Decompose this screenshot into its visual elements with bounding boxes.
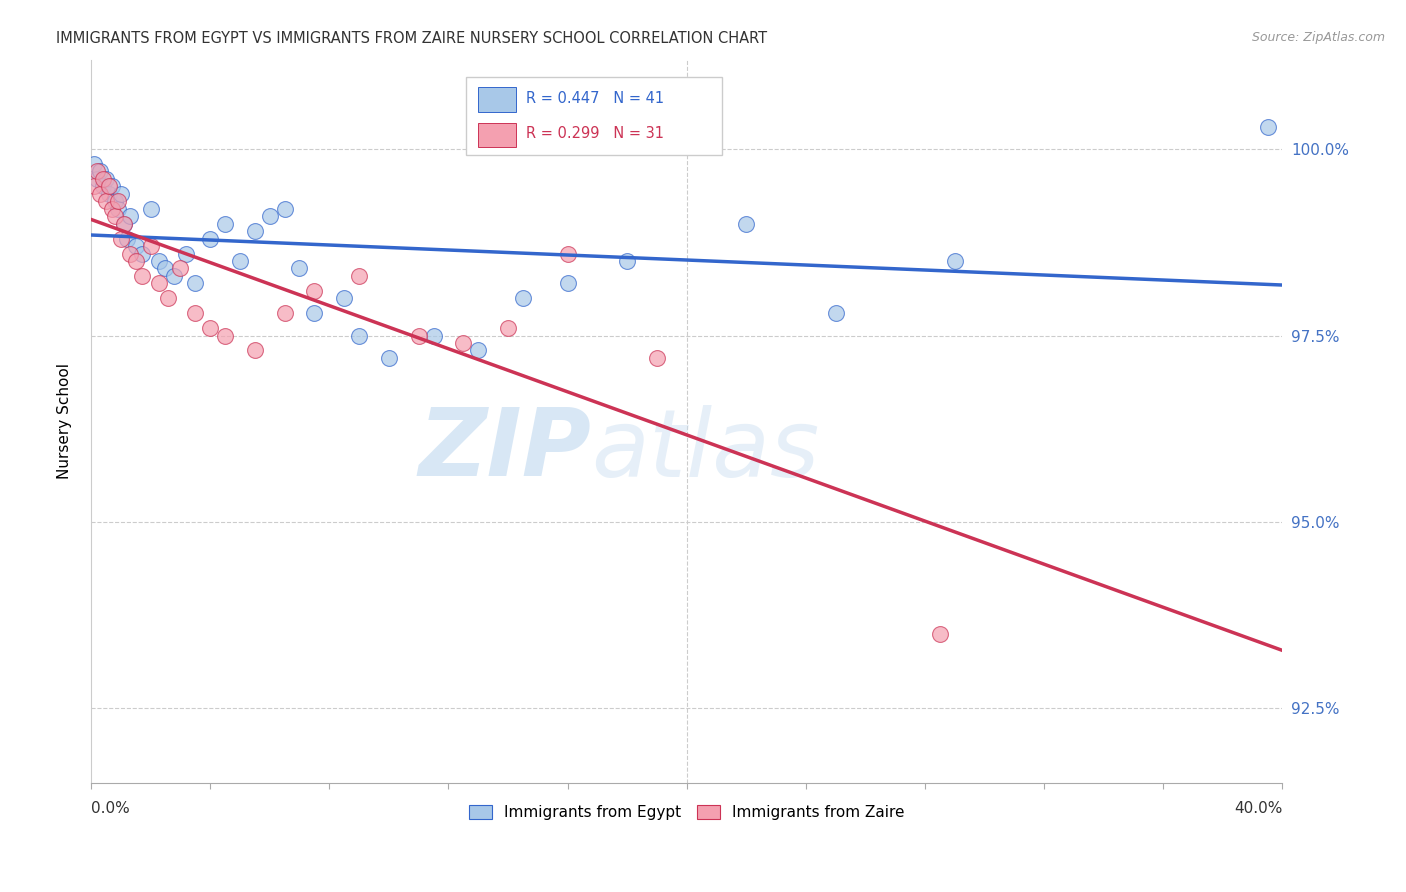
Point bbox=[735, 217, 758, 231]
Text: R = 0.447   N = 41: R = 0.447 N = 41 bbox=[526, 91, 664, 106]
Point bbox=[83, 157, 105, 171]
Point bbox=[174, 246, 197, 260]
Text: ZIP: ZIP bbox=[419, 404, 592, 496]
Point bbox=[131, 268, 153, 283]
Y-axis label: Nursery School: Nursery School bbox=[58, 363, 72, 479]
Text: R = 0.299   N = 31: R = 0.299 N = 31 bbox=[526, 127, 664, 142]
Point bbox=[453, 336, 475, 351]
Point bbox=[101, 179, 124, 194]
Point bbox=[104, 194, 127, 209]
Point bbox=[243, 224, 266, 238]
Point bbox=[89, 164, 111, 178]
Point bbox=[824, 306, 846, 320]
Point bbox=[104, 209, 127, 223]
Point bbox=[112, 217, 135, 231]
Point bbox=[243, 343, 266, 358]
Point bbox=[148, 277, 170, 291]
Point bbox=[107, 194, 129, 209]
Point bbox=[288, 261, 311, 276]
Point bbox=[378, 351, 401, 365]
Point bbox=[118, 246, 141, 260]
FancyBboxPatch shape bbox=[478, 122, 516, 147]
Point bbox=[1257, 120, 1279, 134]
Point bbox=[169, 261, 191, 276]
Point bbox=[304, 306, 326, 320]
Point bbox=[496, 321, 519, 335]
Point bbox=[333, 291, 356, 305]
Text: Source: ZipAtlas.com: Source: ZipAtlas.com bbox=[1251, 31, 1385, 45]
Point bbox=[157, 291, 180, 305]
FancyBboxPatch shape bbox=[467, 77, 723, 155]
Point bbox=[304, 284, 326, 298]
Point bbox=[273, 306, 295, 320]
Point bbox=[214, 328, 236, 343]
Point bbox=[229, 254, 252, 268]
Text: 0.0%: 0.0% bbox=[91, 801, 129, 816]
Point bbox=[118, 209, 141, 223]
Point bbox=[184, 277, 207, 291]
Point bbox=[259, 209, 281, 223]
Point bbox=[645, 351, 668, 365]
Point bbox=[943, 254, 966, 268]
FancyBboxPatch shape bbox=[478, 87, 516, 112]
Point bbox=[131, 246, 153, 260]
Point bbox=[91, 179, 114, 194]
Point bbox=[347, 268, 370, 283]
Point bbox=[198, 231, 221, 245]
Point bbox=[124, 254, 146, 268]
Point bbox=[139, 239, 162, 253]
Point bbox=[557, 277, 579, 291]
Point bbox=[110, 231, 132, 245]
Legend: Immigrants from Egypt, Immigrants from Zaire: Immigrants from Egypt, Immigrants from Z… bbox=[463, 798, 911, 826]
Point bbox=[347, 328, 370, 343]
Point bbox=[163, 268, 186, 283]
Point bbox=[94, 172, 117, 186]
Point bbox=[107, 202, 129, 216]
Point bbox=[101, 202, 124, 216]
Text: 40.0%: 40.0% bbox=[1234, 801, 1282, 816]
Point bbox=[97, 179, 120, 194]
Point bbox=[557, 246, 579, 260]
Point bbox=[184, 306, 207, 320]
Text: atlas: atlas bbox=[592, 405, 820, 496]
Point bbox=[139, 202, 162, 216]
Point bbox=[112, 217, 135, 231]
Point bbox=[273, 202, 295, 216]
Point bbox=[110, 186, 132, 201]
Point bbox=[929, 627, 952, 641]
Point bbox=[148, 254, 170, 268]
Point bbox=[467, 343, 489, 358]
Point bbox=[616, 254, 638, 268]
Point bbox=[155, 261, 177, 276]
Point bbox=[512, 291, 534, 305]
Point bbox=[198, 321, 221, 335]
Point bbox=[408, 328, 430, 343]
Point bbox=[94, 194, 117, 209]
Point bbox=[91, 172, 114, 186]
Text: IMMIGRANTS FROM EGYPT VS IMMIGRANTS FROM ZAIRE NURSERY SCHOOL CORRELATION CHART: IMMIGRANTS FROM EGYPT VS IMMIGRANTS FROM… bbox=[56, 31, 768, 46]
Point bbox=[97, 186, 120, 201]
Point bbox=[214, 217, 236, 231]
Point bbox=[124, 239, 146, 253]
Point bbox=[115, 231, 138, 245]
Point bbox=[86, 172, 108, 186]
Point bbox=[422, 328, 444, 343]
Point bbox=[86, 164, 108, 178]
Point bbox=[89, 186, 111, 201]
Point bbox=[83, 179, 105, 194]
